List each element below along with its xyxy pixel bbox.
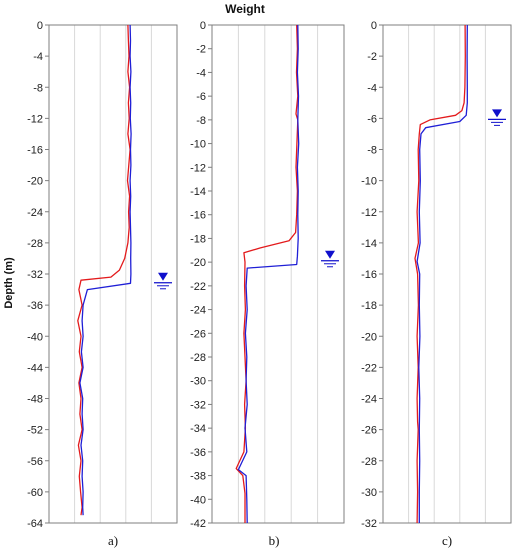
- y-tick-label: -8: [367, 145, 377, 157]
- y-tick-label: -20: [190, 257, 206, 269]
- water-table-icon: [154, 272, 172, 290]
- y-tick-label: -26: [361, 425, 377, 437]
- y-tick-label: -12: [27, 113, 43, 125]
- y-tick-label: -14: [361, 238, 377, 250]
- y-tick-label: -38: [190, 471, 206, 483]
- y-tick-label: -64: [27, 518, 43, 530]
- plot-frame: [48, 24, 178, 524]
- y-axis-label: Depth (m): [3, 257, 15, 309]
- y-tick-label: -28: [361, 456, 377, 468]
- y-tick-label: -10: [361, 176, 377, 188]
- y-tick-label: -28: [190, 352, 206, 364]
- y-tick-label: -52: [27, 425, 43, 437]
- series-line: [77, 24, 131, 516]
- panel-label: c): [442, 533, 452, 548]
- plot-frame: [211, 24, 345, 524]
- y-tick-label: -20: [361, 331, 377, 343]
- y-tick-label: -26: [190, 328, 206, 340]
- y-tick-label: -20: [27, 176, 43, 188]
- y-tick-label: -16: [190, 210, 206, 222]
- y-tick-label: -22: [361, 362, 377, 374]
- water-table-triangle: [158, 272, 168, 281]
- y-tick-label: -36: [27, 300, 43, 312]
- y-tick-label: -10: [190, 139, 206, 151]
- water-table-triangle: [492, 109, 502, 118]
- y-tick-label: -42: [190, 518, 206, 530]
- y-tick-label: -8: [196, 115, 206, 127]
- y-tick-label: -4: [33, 51, 43, 63]
- y-tick-label: -32: [27, 269, 43, 281]
- y-tick-label: -30: [361, 487, 377, 499]
- chart-panel: 0 -2 -4 -6 -8 -10 -12 -14 -16 -18 -20 -22 -24 -26 -28 -…: [190, 20, 345, 548]
- chart-panel: 0 -2 -4 -6 -8 -10 -12 -14 -16 -18 -20 -22 -24 -26 -28 -…: [361, 20, 512, 548]
- water-table-triangle: [325, 250, 335, 259]
- y-tick-label: -24: [361, 394, 377, 406]
- y-tick-label: -6: [367, 113, 377, 125]
- y-tick-label: -2: [367, 51, 377, 63]
- y-tick-label: -22: [190, 281, 206, 293]
- y-tick-label: -28: [27, 238, 43, 250]
- series-line: [414, 24, 466, 524]
- y-tick-label: -12: [190, 162, 206, 174]
- plot-frame: [382, 24, 512, 524]
- y-tick-label: -40: [190, 494, 206, 506]
- y-tick-label: -16: [361, 269, 377, 281]
- y-tick-label: -36: [190, 447, 206, 459]
- y-tick-label: -16: [27, 145, 43, 157]
- y-tick-label: -32: [190, 399, 206, 411]
- y-tick-label: -4: [196, 67, 206, 79]
- series-line: [237, 24, 300, 524]
- y-tick-label: -2: [196, 44, 206, 56]
- figure-title: Weight: [225, 2, 265, 16]
- y-tick-label: -34: [190, 423, 206, 435]
- series-line: [79, 24, 132, 516]
- panel-label: a): [108, 533, 118, 548]
- y-tick-label: -44: [27, 362, 43, 374]
- y-tick-label: -56: [27, 456, 43, 468]
- y-tick-label: -30: [190, 376, 206, 388]
- y-tick-label: -40: [27, 331, 43, 343]
- y-tick-label: -6: [196, 91, 206, 103]
- y-tick-label: 0: [37, 20, 43, 32]
- chart-panel: 0 -4 -8 -12 -16 -20 -24 -28 -32 -36 -40 -44 -48 -52 -5…: [27, 20, 178, 548]
- y-tick-label: -18: [361, 300, 377, 312]
- y-tick-label: -14: [190, 186, 206, 198]
- panel-label: b): [269, 533, 280, 548]
- y-tick-label: 0: [200, 20, 206, 32]
- y-tick-label: -24: [27, 207, 43, 219]
- y-tick-label: -12: [361, 207, 377, 219]
- y-tick-label: -32: [361, 518, 377, 530]
- y-tick-label: -18: [190, 233, 206, 245]
- series-line: [235, 24, 299, 523]
- water-table-icon: [321, 250, 339, 268]
- water-table-icon: [488, 109, 506, 126]
- y-tick-label: -60: [27, 487, 43, 499]
- y-tick-label: -4: [367, 82, 377, 94]
- series-line: [416, 24, 468, 523]
- y-tick-label: -8: [33, 82, 43, 94]
- y-tick-label: 0: [371, 20, 377, 32]
- y-tick-label: -48: [27, 394, 43, 406]
- y-tick-label: -24: [190, 305, 206, 317]
